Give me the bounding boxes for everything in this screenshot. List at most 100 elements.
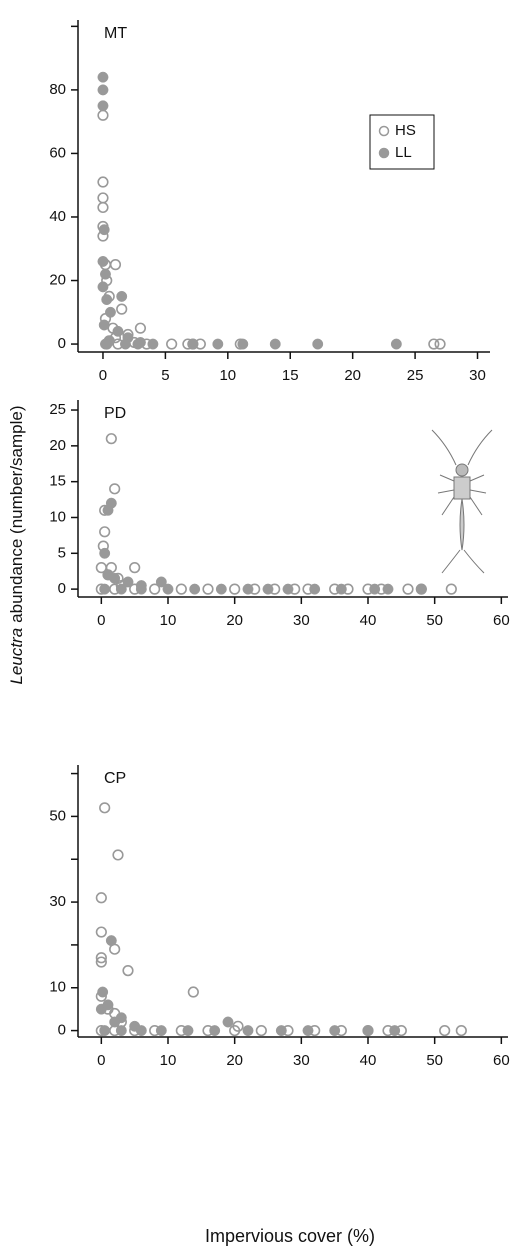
- point: [148, 339, 158, 349]
- point: [110, 484, 120, 494]
- x-tick-label: 10: [160, 1052, 177, 1069]
- y-tick-label: 15: [49, 473, 66, 490]
- panel-title: PD: [104, 405, 126, 422]
- x-tick-label: 50: [426, 612, 443, 629]
- y-tick-label: 0: [58, 335, 66, 352]
- point: [98, 111, 108, 121]
- point: [213, 339, 223, 349]
- series-points: [96, 935, 400, 1035]
- panel-title: MT: [104, 25, 127, 42]
- point: [243, 584, 253, 594]
- x-tick-label: 10: [160, 612, 177, 629]
- point: [167, 339, 177, 349]
- point: [309, 584, 319, 594]
- point: [117, 304, 127, 314]
- point: [447, 584, 457, 594]
- point: [363, 1025, 373, 1035]
- point: [403, 584, 413, 594]
- point: [416, 584, 426, 594]
- point: [116, 1025, 126, 1035]
- y-tick-label: 10: [49, 979, 66, 996]
- point: [98, 101, 108, 111]
- point: [188, 339, 198, 349]
- y-tick-label: 20: [49, 437, 66, 454]
- series-points: [97, 434, 457, 594]
- point: [105, 307, 115, 317]
- x-tick-label: 20: [226, 1052, 243, 1069]
- point: [276, 1025, 286, 1035]
- x-tick-label: 30: [293, 612, 310, 629]
- point: [440, 1026, 450, 1036]
- y-tick-label: 0: [58, 580, 66, 597]
- y-tick-label: 50: [49, 807, 66, 824]
- point: [107, 434, 117, 444]
- point: [369, 584, 379, 594]
- point: [98, 256, 108, 266]
- point: [130, 563, 140, 573]
- point: [391, 339, 401, 349]
- series-points: [99, 498, 426, 594]
- y-tick-label: 60: [49, 144, 66, 161]
- point: [203, 584, 213, 594]
- point: [257, 1026, 267, 1036]
- point: [216, 584, 226, 594]
- point: [383, 584, 393, 594]
- point: [136, 584, 146, 594]
- point: [303, 1025, 313, 1035]
- point: [136, 323, 146, 333]
- point: [457, 1026, 467, 1036]
- point: [100, 269, 110, 279]
- point: [109, 1017, 119, 1027]
- point: [238, 339, 248, 349]
- legend-marker: [380, 149, 389, 158]
- point: [113, 850, 123, 860]
- point: [283, 584, 293, 594]
- point: [100, 527, 110, 537]
- point: [106, 935, 116, 945]
- point: [99, 224, 109, 234]
- y-label-italic: Leuctra: [7, 628, 26, 685]
- y-tick-label: 80: [49, 81, 66, 98]
- point: [111, 260, 121, 270]
- point: [102, 294, 112, 304]
- point: [98, 177, 108, 187]
- point: [123, 966, 133, 976]
- point: [98, 282, 108, 292]
- point: [99, 1025, 109, 1035]
- point: [97, 987, 107, 997]
- point: [100, 339, 110, 349]
- x-tick-label: 10: [219, 367, 236, 384]
- point: [329, 1025, 339, 1035]
- y-label-rest: abundance (number/sample): [7, 405, 26, 622]
- x-tick-label: 0: [99, 367, 107, 384]
- point: [97, 927, 107, 937]
- point: [183, 1025, 193, 1035]
- x-tick-label: 40: [360, 612, 377, 629]
- point: [113, 326, 123, 336]
- legend-marker: [380, 127, 389, 136]
- y-tick-label: 10: [49, 508, 66, 525]
- point: [98, 72, 108, 82]
- point: [98, 203, 108, 213]
- x-tick-label: 50: [426, 1052, 443, 1069]
- point: [98, 193, 108, 203]
- point: [270, 339, 280, 349]
- y-tick-label: 5: [58, 544, 66, 561]
- point: [230, 1026, 240, 1036]
- y-tick-label: 30: [49, 893, 66, 910]
- point: [99, 320, 109, 330]
- point: [99, 548, 109, 558]
- point: [336, 584, 346, 594]
- legend-label: HS: [395, 122, 416, 139]
- point: [97, 957, 107, 967]
- point: [156, 1025, 166, 1035]
- y-axis-label: Leuctra abundance (number/sample): [7, 405, 26, 684]
- point: [189, 584, 199, 594]
- point: [136, 1025, 146, 1035]
- x-tick-label: 25: [407, 367, 424, 384]
- series-points: [98, 72, 402, 349]
- x-tick-label: 60: [493, 1052, 510, 1069]
- x-tick-label: 5: [161, 367, 169, 384]
- point: [133, 339, 143, 349]
- point: [189, 987, 199, 997]
